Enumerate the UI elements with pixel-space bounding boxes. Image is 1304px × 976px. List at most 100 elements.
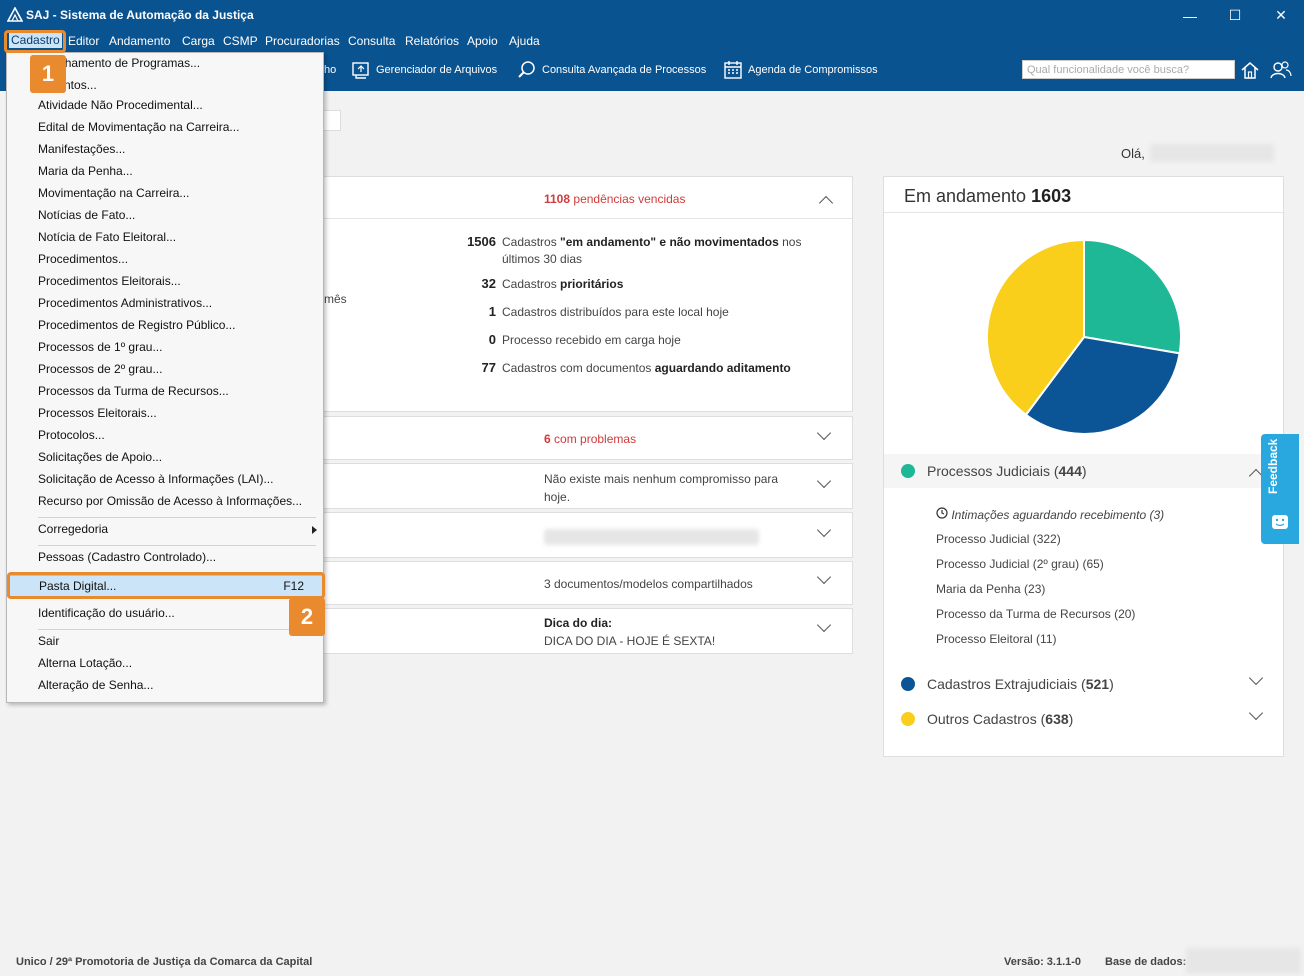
- menu-consulta[interactable]: Consulta: [348, 34, 396, 48]
- toolbar-partial-item[interactable]: ho: [324, 64, 336, 76]
- in-progress-label: Em andamento: [904, 186, 1027, 206]
- menu-apoio[interactable]: Apoio: [467, 34, 498, 48]
- toolbar-advanced-search[interactable]: Consulta Avançada de Processos: [517, 60, 706, 80]
- expand-chevron-icon[interactable]: [816, 473, 832, 489]
- expand-chevron-icon[interactable]: [1248, 705, 1264, 721]
- sub-item[interactable]: Processo da Turma de Recursos (20): [936, 607, 1136, 621]
- tip-panel[interactable]: Dica do dia: DICA DO DIA - HOJE É SEXTA!: [323, 608, 853, 654]
- stat-text: Cadastros distribuídos para este local h…: [502, 305, 729, 319]
- stat-number: 0: [488, 332, 496, 347]
- pending-panel: 1108 pendências vencidas mês 1506 Cadast…: [323, 176, 853, 412]
- sub-item[interactable]: Processo Eleitoral (11): [936, 632, 1057, 646]
- callout-highlight-cadastro: [4, 30, 66, 53]
- pie-slice-outros-cadastros[interactable]: [986, 238, 1085, 417]
- legend-dot: [901, 712, 915, 726]
- menu-carga[interactable]: Carga: [182, 34, 215, 48]
- menu-item[interactable]: Recurso por Omissão de Acesso à Informaç…: [38, 494, 303, 508]
- greeting-text: Olá,: [1121, 146, 1145, 161]
- menu-item-pessoas[interactable]: Pessoas (Cadastro Controlado)...: [38, 550, 217, 564]
- expand-chevron-icon[interactable]: [816, 425, 832, 441]
- menu-item-corregedoria[interactable]: Corregedoria: [7, 519, 323, 541]
- menu-item[interactable]: Procedimentos Administrativos...: [38, 296, 213, 310]
- stat-text: Processo recebido em carga hoje: [502, 333, 681, 347]
- legend-cadastros-extrajudiciais[interactable]: Cadastros Extrajudiciais (521): [884, 667, 1284, 701]
- menu-item[interactable]: Protocolos...: [38, 428, 105, 442]
- function-search-input[interactable]: Qual funcionalidade você busca?: [1022, 60, 1235, 79]
- minimize-button[interactable]: —: [1183, 7, 1197, 24]
- problems-panel[interactable]: 6 com problemas: [323, 416, 853, 460]
- legend-outros-cadastros[interactable]: Outros Cadastros (638): [884, 702, 1284, 736]
- menu-item[interactable]: Procedimentos...: [38, 252, 129, 266]
- status-location: Unico / 29ª Promotoria de Justiça da Com…: [16, 956, 313, 968]
- feedback-tab[interactable]: Feedback: [1261, 434, 1299, 544]
- menu-item[interactable]: Atividade Não Procedimental...: [38, 98, 203, 112]
- home-icon[interactable]: [1240, 60, 1260, 80]
- problems-summary: 6 com problemas: [544, 432, 636, 446]
- advanced-search-icon: [518, 61, 535, 78]
- expand-chevron-icon[interactable]: [1248, 670, 1264, 686]
- status-bar: Unico / 29ª Promotoria de Justiça da Com…: [0, 946, 1304, 976]
- menu-item[interactable]: Solicitações de Apoio...: [38, 450, 163, 464]
- sub-item[interactable]: Maria da Penha (23): [936, 582, 1046, 596]
- stat-number: 32: [481, 276, 496, 291]
- pie-slice-processos-judiciais[interactable]: [1083, 238, 1182, 355]
- sub-item[interactable]: Processo Judicial (2º grau) (65): [936, 557, 1104, 571]
- menu-item[interactable]: Procedimentos de Registro Público...: [38, 318, 236, 332]
- username-redacted: [1150, 144, 1274, 162]
- menu-ajuda[interactable]: Ajuda: [509, 34, 540, 48]
- menu-csmp[interactable]: CSMP: [223, 34, 258, 48]
- collapse-chevron-icon[interactable]: [818, 195, 834, 211]
- menu-item[interactable]: Processos da Turma de Recursos...: [38, 384, 229, 398]
- menu-procuradorias[interactable]: Procuradorias: [265, 34, 340, 48]
- close-button[interactable]: ✕: [1275, 7, 1287, 23]
- menu-item-identificacao[interactable]: Identificação do usuário...: [38, 606, 175, 620]
- expand-chevron-icon[interactable]: [816, 617, 832, 633]
- menu-item[interactable]: Manifestações...: [38, 142, 126, 156]
- sub-item[interactable]: Processo Judicial (322): [936, 532, 1061, 546]
- redacted-panel[interactable]: [323, 512, 853, 558]
- menu-item[interactable]: Notícia de Fato Eleitoral...: [38, 230, 177, 244]
- menu-item[interactable]: Processos de 2º grau...: [38, 362, 163, 376]
- toolbar-file-manager[interactable]: Gerenciador de Arquivos: [351, 60, 497, 80]
- appointments-panel[interactable]: Não existe mais nenhum compromisso para …: [323, 463, 853, 509]
- menu-item[interactable]: Edital de Movimentação na Carreira...: [38, 120, 240, 134]
- menu-item[interactable]: npanhamento de Programas...: [38, 56, 201, 70]
- pending-panel-header[interactable]: 1108 pendências vencidas: [324, 177, 852, 219]
- menu-item-sair[interactable]: Sair: [38, 634, 60, 648]
- menu-editor[interactable]: Editor: [68, 34, 100, 48]
- menu-item[interactable]: Maria da Penha...: [38, 164, 133, 178]
- menu-item[interactable]: Procedimentos Eleitorais...: [38, 274, 181, 288]
- shortcut-label: F12: [283, 579, 304, 593]
- menu-item[interactable]: Solicitação de Acesso à Informações (LAI…: [38, 472, 274, 486]
- menu-item[interactable]: Processos Eleitorais...: [38, 406, 157, 420]
- in-progress-total: 1603: [1031, 186, 1072, 206]
- maximize-button[interactable]: ☐: [1228, 7, 1242, 23]
- problems-text: com problemas: [554, 432, 637, 446]
- file-manager-icon: [352, 62, 369, 79]
- menu-item[interactable]: Notícias de Fato...: [38, 208, 136, 222]
- menu-item-alteracao-senha[interactable]: Alteração de Senha...: [38, 678, 154, 692]
- menu-item[interactable]: Movimentação na Carreira...: [38, 186, 190, 200]
- legend-label: Processos Judiciais (444): [927, 463, 1087, 479]
- menu-item[interactable]: Processos de 1º grau...: [38, 340, 163, 354]
- sub-item-intimacoes[interactable]: Intimações aguardando recebimento (3): [936, 507, 1164, 522]
- legend-processos-judiciais[interactable]: Processos Judiciais (444): [884, 454, 1284, 488]
- callout-badge-2: 2: [289, 598, 325, 636]
- toolbar-agenda[interactable]: Agenda de Compromissos: [723, 60, 878, 80]
- menu-separator: [38, 545, 316, 546]
- menu-andamento[interactable]: Andamento: [109, 34, 171, 48]
- menu-relatorios[interactable]: Relatórios: [405, 34, 460, 48]
- overdue-text: pendências vencidas: [573, 192, 686, 206]
- users-icon[interactable]: [1270, 60, 1292, 80]
- expand-chevron-icon[interactable]: [816, 522, 832, 538]
- menu-cadastro[interactable]: Cadastro: [9, 32, 62, 48]
- shared-docs-panel[interactable]: 3 documentos/modelos compartilhados: [323, 561, 853, 605]
- menu-item-alterna-lotacao[interactable]: Alterna Lotação...: [38, 656, 133, 670]
- function-search-placeholder: Qual funcionalidade você busca?: [1027, 64, 1190, 76]
- shared-docs-text: 3 documentos/modelos compartilhados: [544, 577, 753, 591]
- stat-text: Cadastros com documentos: [502, 361, 655, 375]
- menu-separator: [38, 629, 316, 630]
- expand-chevron-icon[interactable]: [816, 569, 832, 585]
- pie-slice-cadastros-extrajudiciais[interactable]: [1024, 335, 1181, 435]
- legend-label: Outros Cadastros (638): [927, 711, 1074, 727]
